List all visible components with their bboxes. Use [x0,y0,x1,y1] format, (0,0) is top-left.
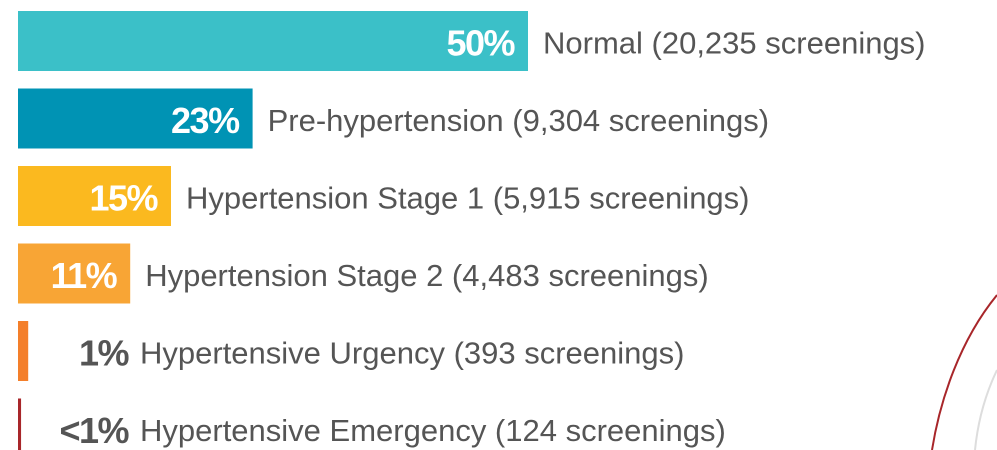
value-label: 23% [171,100,240,141]
category-label: Pre-hypertension (9,304 screenings) [268,103,769,138]
bar [18,166,171,226]
category-label: Hypertension Stage 1 (5,915 screenings) [186,181,750,216]
bar [18,321,29,381]
bar [18,398,22,450]
decor-arc [974,369,997,450]
bar [18,11,528,71]
bar [18,88,253,149]
value-label: 11% [51,255,118,296]
category-label: Hypertensive Emergency (124 screenings) [140,413,726,448]
category-label: Normal (20,235 screenings) [543,26,926,61]
value-label: <1% [59,410,129,450]
value-label: 1% [79,333,130,374]
category-label: Hypertensive Urgency (393 screenings) [140,336,684,371]
value-label: 15% [89,178,158,219]
bar [18,243,131,304]
decor-arc [931,294,997,450]
category-label: Hypertension Stage 2 (4,483 screenings) [145,258,709,293]
value-label: 50% [446,23,515,64]
